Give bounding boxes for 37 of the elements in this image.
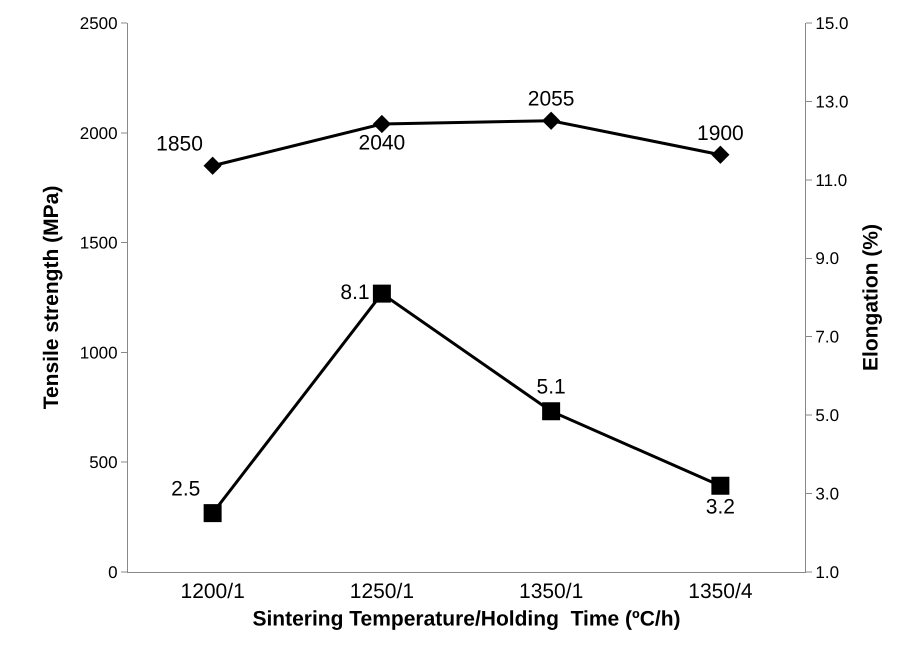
point bbox=[542, 112, 560, 130]
point bbox=[372, 284, 391, 303]
y2-tick-label: 7.0 bbox=[815, 328, 840, 347]
data-label: 2055 bbox=[528, 88, 574, 111]
x-tick-label: 1250/1 bbox=[350, 580, 414, 604]
point bbox=[204, 504, 222, 522]
y-axis-title: Tensile strength (MPa) bbox=[40, 186, 63, 410]
y2-tick-label: 5.0 bbox=[815, 406, 840, 426]
y-tick-label: 1500 bbox=[80, 234, 118, 253]
data-label: 8.1 bbox=[340, 280, 370, 304]
y2-tick-label: 13.0 bbox=[815, 92, 848, 112]
x-tick-label: 1350/1 bbox=[519, 580, 584, 604]
y2-tick-label: 9.0 bbox=[815, 249, 840, 268]
data-label: 5.1 bbox=[536, 376, 566, 399]
data-label: 1850 bbox=[156, 132, 203, 156]
point bbox=[542, 402, 560, 420]
y2-tick-label: 11.0 bbox=[815, 170, 848, 190]
x-tick-label: 1350/4 bbox=[688, 580, 753, 604]
point bbox=[711, 146, 730, 164]
point bbox=[372, 114, 391, 134]
y2-tick-label: 15.0 bbox=[815, 14, 848, 33]
y-tick-label: 500 bbox=[89, 453, 118, 472]
x-axis-title: Sintering Temperature/Holding Time (ºC/h) bbox=[252, 607, 681, 630]
y-tick-label: 2000 bbox=[80, 124, 118, 143]
data-label: 2.5 bbox=[171, 478, 200, 501]
y-tick-label: 2500 bbox=[80, 14, 118, 33]
data-label: 1900 bbox=[697, 122, 744, 145]
point bbox=[711, 476, 730, 495]
data-label: 2040 bbox=[358, 132, 406, 155]
y-tick-label: 1000 bbox=[80, 343, 118, 362]
y2-tick-label: 1.0 bbox=[815, 562, 840, 582]
y2-tick-label: 3.0 bbox=[815, 484, 840, 504]
y-tick-label: 0 bbox=[108, 562, 118, 582]
data-label: 3.2 bbox=[706, 496, 735, 519]
x-tick-label: 1200/1 bbox=[180, 580, 245, 604]
y2-axis-title: Elongation (%) bbox=[860, 224, 883, 371]
point bbox=[204, 156, 222, 175]
